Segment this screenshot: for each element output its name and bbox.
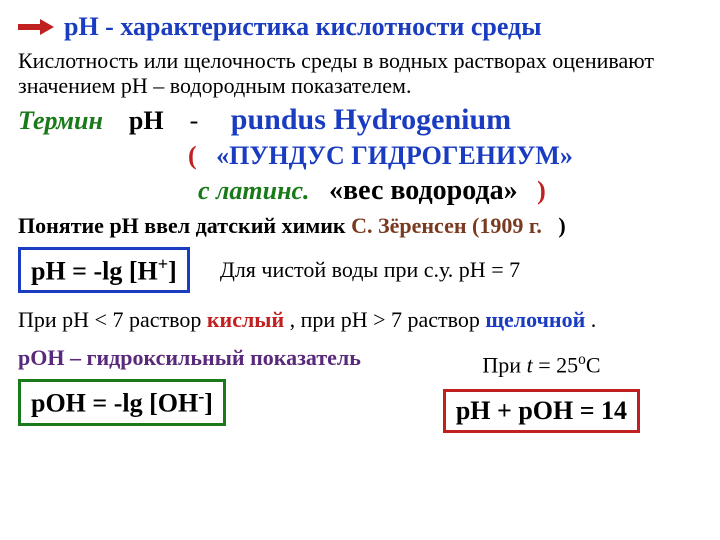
pure-water-text: Для чистой воды при с.у. рН = 7 [220, 257, 520, 283]
acid-1: При рН < 7 раствор [18, 307, 207, 332]
temp-2: = 25 [538, 353, 578, 378]
temp-var: t [527, 353, 533, 378]
f1-post: ] [168, 256, 177, 285]
intro-text: Кислотность или щелочность среды в водны… [18, 48, 702, 99]
latin-meaning: «вес водорода» [329, 175, 518, 206]
page-title: рН - характеристика кислотности среды [64, 12, 542, 42]
f1-sup: + [158, 254, 168, 274]
paren-open: ( [188, 141, 197, 170]
term-line-2: ( «ПУНДУС ГИДРОГЕНИУМ» [18, 141, 702, 171]
concept-name: С. Зёренсен (1909 г. [351, 213, 542, 238]
latin-from: с латинс. [198, 176, 310, 205]
term-ph: рН [129, 106, 164, 135]
term-latin: pundus Hydrogenium [231, 103, 511, 136]
concept-close: ) [558, 213, 565, 238]
temp-sup: o [578, 351, 586, 368]
formula-row-1: рН = -lg [Н+] Для чистой воды при с.у. р… [18, 247, 702, 294]
concept-line: Понятие рН ввел датский химик С. Зёренсе… [18, 213, 702, 239]
temp-1: При [482, 353, 526, 378]
f2-pre: рОН = -lg [ОН [31, 389, 198, 418]
term-dash: - [190, 106, 199, 135]
left-col: рОН – гидроксильный показатель рОН = -lg… [18, 345, 361, 432]
formula-poh: рОН = -lg [ОН-] [18, 379, 226, 426]
formula-sum: рН + рОН = 14 [443, 389, 640, 433]
temp-3: C [586, 353, 601, 378]
formula-ph: рН = -lg [Н+] [18, 247, 190, 294]
term-line-3: с латинс. «вес водорода» ) [18, 175, 702, 207]
term-line-1: Термин рН - pundus Hydrogenium [18, 103, 702, 137]
f1-pre: рН = -lg [Н [31, 256, 158, 285]
temp-line: При t = 25oC [381, 351, 702, 378]
bottom-area: рОН – гидроксильный показатель рОН = -lg… [18, 345, 702, 432]
title-row: рН - характеристика кислотности среды [18, 12, 702, 42]
f2-post: ] [204, 389, 213, 418]
arrow-icon [18, 20, 54, 34]
acid-3: . [591, 307, 597, 332]
latin-rus: «ПУНДУС ГИДРОГЕНИУМ» [216, 141, 573, 170]
term-label: Термин [18, 106, 103, 135]
acid-base-line: При рН < 7 раствор кислый , при рН > 7 р… [18, 307, 702, 333]
concept-prefix: Понятие рН ввел датский химик [18, 213, 351, 238]
poh-def: рОН – гидроксильный показатель [18, 345, 361, 371]
acid-2: , при рН > 7 раствор [290, 307, 486, 332]
acid-word: кислый [207, 307, 284, 332]
right-col: При t = 25oC рН + рОН = 14 [381, 345, 702, 432]
paren-close: ) [537, 176, 546, 205]
base-word: щелочной [485, 307, 585, 332]
